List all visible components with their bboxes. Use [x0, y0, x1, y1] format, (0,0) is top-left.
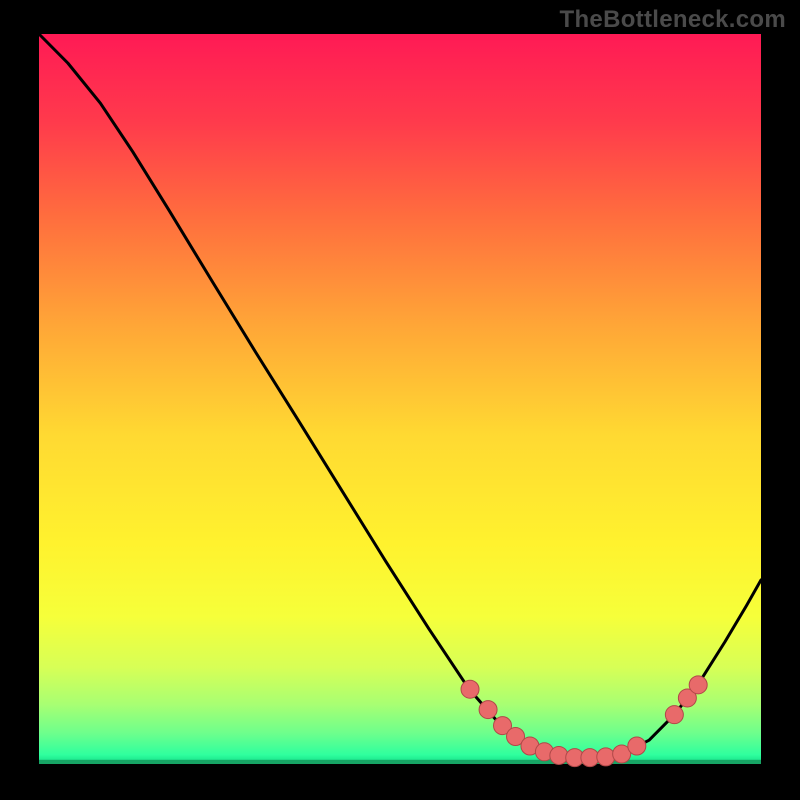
bottom-band [39, 760, 761, 764]
curve-marker [581, 749, 599, 767]
curve-marker [550, 746, 568, 764]
bottleneck-curve-chart [0, 0, 800, 800]
chart-container: TheBottleneck.com [0, 0, 800, 800]
curve-marker [689, 676, 707, 694]
watermark-text: TheBottleneck.com [560, 6, 786, 34]
curve-marker [597, 748, 615, 766]
curve-marker [628, 737, 646, 755]
curve-marker [461, 680, 479, 698]
gradient-background [39, 34, 761, 762]
curve-marker [665, 706, 683, 724]
curve-marker [479, 701, 497, 719]
